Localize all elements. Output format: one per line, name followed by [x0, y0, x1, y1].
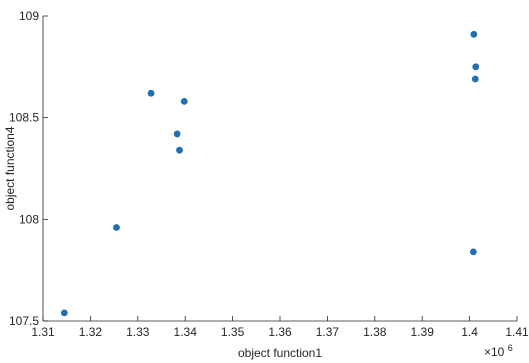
x-exponent-base: ×10	[484, 345, 505, 359]
y-tick-label: 108	[19, 212, 39, 226]
x-tick-label: 1.31	[31, 325, 55, 339]
x-exponent-power: 6	[508, 343, 513, 353]
x-tick-label: 1.39	[411, 325, 435, 339]
data-point	[173, 130, 181, 138]
data-point	[470, 30, 478, 38]
x-tick-label: 1.32	[79, 325, 103, 339]
y-ticks: 107.5 108 108.5 109	[9, 9, 48, 328]
x-tick-label: 1.35	[221, 325, 245, 339]
x-tick-label: 1.34	[174, 325, 198, 339]
data-point	[472, 63, 480, 71]
data-point	[180, 98, 188, 105]
x-tick-label: 1.36	[268, 325, 292, 339]
y-tick-label: 109	[19, 9, 39, 23]
axes	[42, 16, 517, 322]
data-point	[113, 224, 120, 231]
x-ticks: 1.31 1.32 1.33 1.34 1.35 1.36 1.37 1.38 1.39 1.4 1…	[31, 316, 529, 339]
x-tick-label: 1.33	[126, 325, 150, 339]
y-axis-title: object function4	[3, 126, 17, 210]
y-tick-label: 107.5	[9, 314, 39, 328]
x-tick-label: 1.37	[316, 325, 340, 339]
x-tick-label: 1.38	[363, 325, 387, 339]
y-tick-label: 108.5	[9, 111, 39, 125]
data-point	[147, 89, 155, 97]
x-tick-label: 1.41	[505, 325, 529, 339]
data-point	[469, 248, 477, 256]
data-point	[60, 309, 68, 317]
data-points	[60, 30, 480, 317]
x-tick-label: 1.4	[461, 325, 478, 339]
data-point	[471, 75, 479, 83]
data-point	[176, 146, 183, 154]
x-axis-title: object function1	[238, 346, 322, 360]
x-axis-exponent: ×10 6	[484, 343, 513, 359]
